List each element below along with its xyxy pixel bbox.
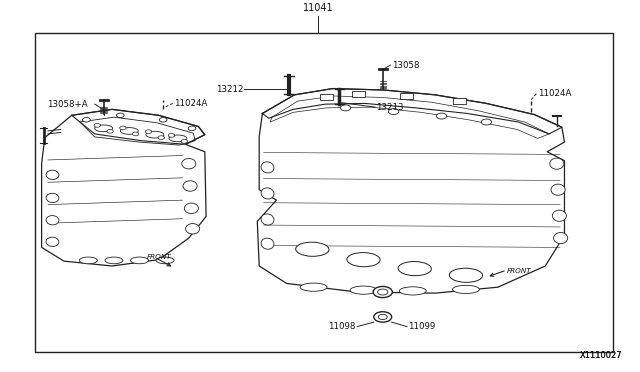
Text: 13058: 13058 (392, 61, 419, 70)
Text: 13213: 13213 (376, 103, 404, 112)
Ellipse shape (551, 184, 565, 195)
Ellipse shape (105, 257, 123, 264)
Circle shape (378, 314, 387, 320)
Circle shape (436, 113, 447, 119)
Text: 11024A: 11024A (174, 99, 207, 108)
Circle shape (116, 113, 124, 118)
Ellipse shape (554, 232, 568, 244)
Ellipse shape (347, 253, 380, 267)
Ellipse shape (261, 188, 274, 199)
Ellipse shape (452, 285, 479, 294)
Text: X1110027: X1110027 (579, 351, 622, 360)
Circle shape (120, 126, 126, 130)
Ellipse shape (95, 125, 113, 132)
Circle shape (132, 132, 139, 136)
Text: 11099: 11099 (408, 322, 436, 331)
Text: FRONT: FRONT (507, 268, 531, 274)
Text: FRONT: FRONT (147, 254, 172, 260)
Circle shape (181, 140, 188, 143)
Ellipse shape (550, 158, 564, 169)
Circle shape (158, 136, 164, 140)
Ellipse shape (120, 128, 138, 134)
Circle shape (107, 129, 113, 133)
Ellipse shape (552, 210, 566, 221)
Ellipse shape (46, 237, 59, 246)
Circle shape (168, 134, 175, 137)
Bar (320, 94, 333, 100)
Ellipse shape (184, 203, 198, 214)
Ellipse shape (261, 214, 274, 225)
Text: 13058+A: 13058+A (47, 100, 87, 109)
Ellipse shape (46, 193, 59, 202)
Ellipse shape (46, 216, 59, 225)
Text: 11098: 11098 (328, 322, 355, 331)
Circle shape (188, 126, 196, 131)
Text: X1110027: X1110027 (579, 351, 622, 360)
Circle shape (83, 118, 90, 122)
Bar (35, 33, 613, 352)
Ellipse shape (79, 257, 97, 264)
Circle shape (373, 286, 392, 298)
Circle shape (145, 130, 152, 134)
Ellipse shape (146, 131, 164, 138)
Circle shape (159, 118, 167, 122)
Ellipse shape (399, 287, 426, 295)
Text: 11041: 11041 (303, 3, 333, 13)
Bar (352, 91, 365, 97)
Circle shape (340, 105, 351, 111)
Text: 13212: 13212 (216, 85, 243, 94)
Ellipse shape (261, 238, 274, 249)
Circle shape (94, 124, 100, 127)
Ellipse shape (156, 257, 174, 264)
Ellipse shape (46, 170, 59, 179)
Text: 11024A: 11024A (538, 89, 571, 98)
Circle shape (481, 119, 492, 125)
Ellipse shape (182, 158, 196, 169)
Ellipse shape (261, 162, 274, 173)
Circle shape (378, 289, 388, 295)
Circle shape (374, 312, 392, 322)
Ellipse shape (296, 242, 329, 256)
Circle shape (388, 109, 399, 115)
Ellipse shape (131, 257, 148, 264)
Ellipse shape (350, 286, 377, 294)
Bar (400, 93, 413, 99)
Ellipse shape (183, 181, 197, 191)
Ellipse shape (169, 135, 187, 142)
Ellipse shape (186, 224, 200, 234)
Ellipse shape (300, 283, 327, 291)
Ellipse shape (449, 268, 483, 282)
Bar (453, 98, 466, 104)
Ellipse shape (398, 262, 431, 276)
